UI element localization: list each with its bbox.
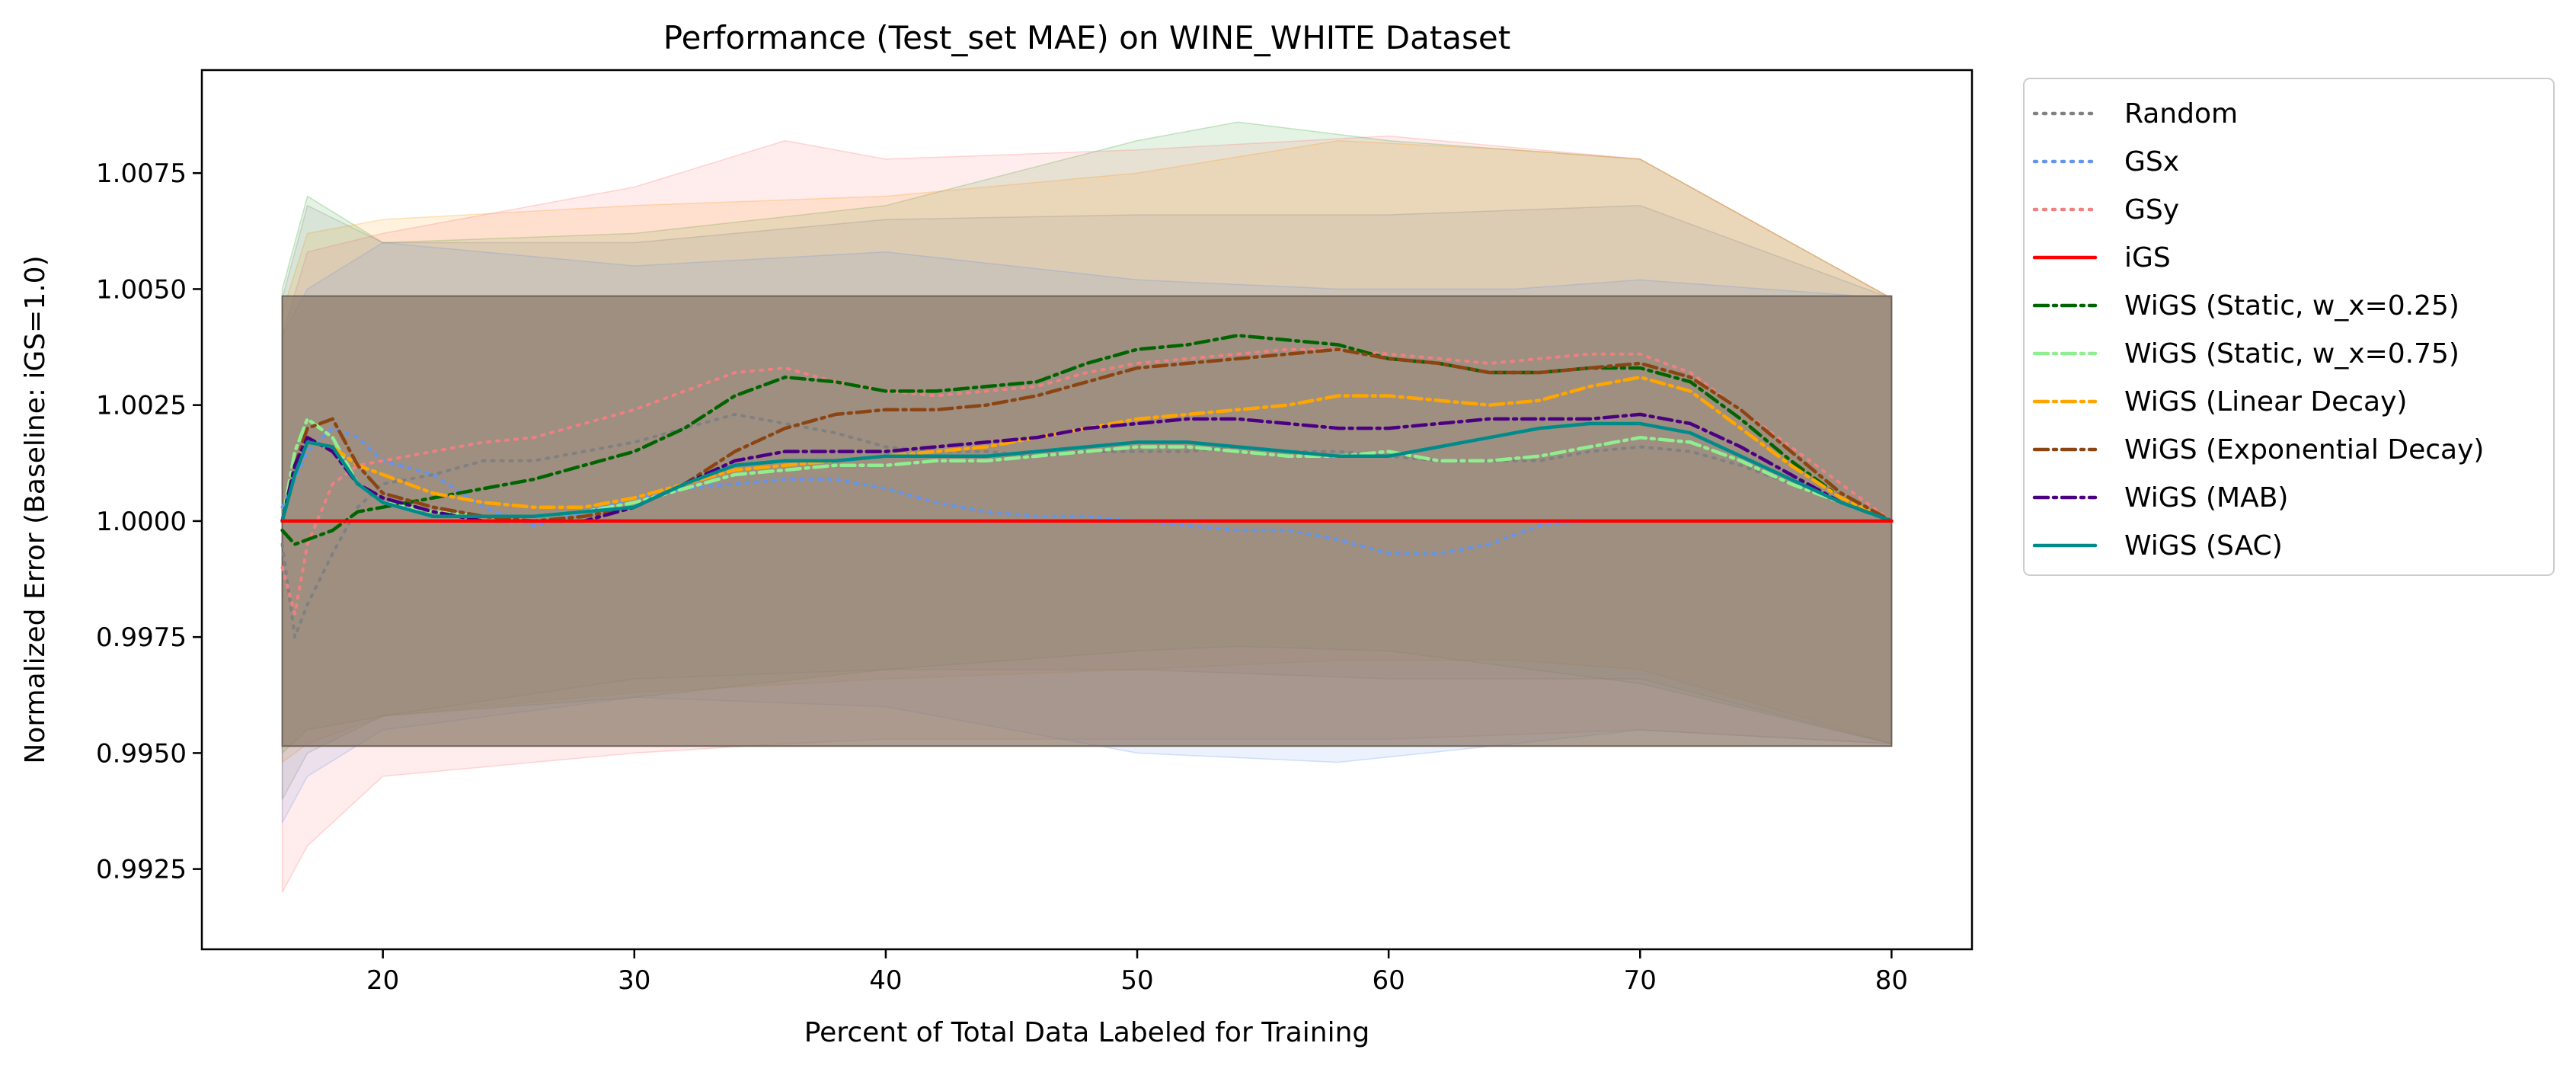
x-tick-label-2: 40 [869,965,902,996]
legend-label-6: WiGS (Linear Decay) [2124,386,2407,418]
legend-label-0: Random [2124,98,2238,130]
y-tick-label-5: 1.0050 [96,274,187,305]
x-tick-label-4: 60 [1373,965,1405,996]
legend-label-3: iGS [2124,242,2171,274]
y-axis-label: Normalized Error (Baseline: iGS=1.0) [20,255,51,763]
series-line-9 [280,421,1894,523]
chart-title: Performance (Test_set MAE) on WINE_WHITE… [663,19,1510,56]
legend-item-4: WiGS (Static, w_x=0.25) [2032,290,2459,322]
legend: Random GSx GSy iGS WiGS (Static, w_x=0.25) Wi… [2023,78,2555,576]
legend-item-2: GSy [2032,194,2179,226]
legend-box [2023,78,2555,576]
x-axis-ticks: 20 30 40 50 60 70 80 [366,949,1908,996]
series-line-7 [280,347,1894,523]
plot-area-frame [200,69,1974,951]
legend-item-7: WiGS (Exponential Decay) [2032,434,2484,466]
legend-label-4: WiGS (Static, w_x=0.25) [2124,290,2459,322]
x-tick-label-1: 30 [618,965,650,996]
series-line-5 [280,417,1894,523]
legend-item-1: GSx [2032,146,2179,178]
series-lines [280,334,1894,639]
x-tick-label-5: 70 [1624,965,1657,996]
legend-item-8: WiGS (MAB) [2032,482,2288,514]
legend-label-5: WiGS (Static, w_x=0.75) [2124,338,2459,370]
y-tick-label-3: 1.0000 [96,507,187,537]
series-line-8 [280,412,1894,523]
series-line-6 [280,375,1894,523]
x-tick-label-0: 20 [366,965,399,996]
legend-label-8: WiGS (MAB) [2124,482,2288,514]
series-line-1 [280,427,1592,555]
legend-label-9: WiGS (SAC) [2124,530,2283,561]
legend-item-6: WiGS (Linear Decay) [2032,386,2407,418]
legend-label-7: WiGS (Exponential Decay) [2124,434,2484,466]
legend-item-3: iGS [2032,242,2171,274]
y-axis-ticks: 0.9925 0.9950 0.9975 1.0000 1.0025 1.0050 1.00… [96,158,202,885]
y-tick-label-2: 0.9975 [96,622,187,653]
y-tick-label-1: 0.9950 [96,738,187,769]
series-line-2 [280,347,1894,616]
legend-label-2: GSy [2124,194,2179,226]
x-axis-label: Percent of Total Data Labeled for Traini… [804,1017,1370,1048]
y-tick-label-4: 1.0025 [96,391,187,421]
legend-item-0: Random [2032,98,2238,130]
y-tick-label-6: 1.0075 [96,158,187,189]
legend-item-9: WiGS (SAC) [2032,530,2283,561]
x-tick-label-6: 80 [1875,965,1908,996]
x-tick-label-3: 50 [1120,965,1153,996]
y-tick-label-0: 0.9925 [96,855,187,885]
legend-label-1: GSx [2124,146,2179,178]
legend-item-5: WiGS (Static, w_x=0.75) [2032,338,2459,370]
